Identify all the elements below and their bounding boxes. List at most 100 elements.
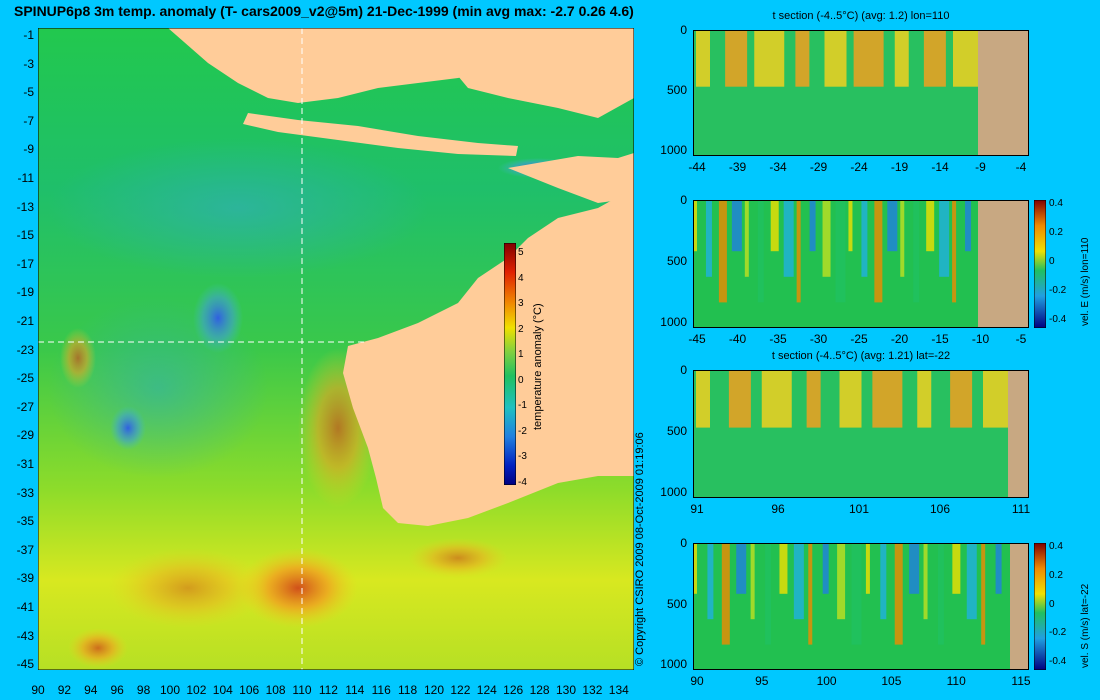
velocity-band <box>796 200 801 303</box>
panel-ytick-label: 0 <box>680 193 687 207</box>
velocity-band <box>952 543 961 594</box>
velocity-colorbar <box>1034 200 1046 328</box>
map-xtick-label: 116 <box>371 683 391 697</box>
warm-anomaly-band <box>696 30 710 87</box>
panel-xtick-label: -40 <box>728 332 747 346</box>
colorbar-tick-label: -1 <box>518 400 527 411</box>
map-xtick-label: 90 <box>31 683 45 697</box>
map-xtick-label: 92 <box>57 683 72 697</box>
velocity-band <box>861 200 868 277</box>
map-ytick-label: -39 <box>16 571 34 586</box>
velocity-band <box>750 543 755 620</box>
timor-landmass <box>508 153 634 203</box>
panel-xtick-label: -35 <box>769 332 787 346</box>
panel-ytick-label: 1000 <box>660 143 687 157</box>
velocity-band <box>770 200 779 252</box>
velocity-band <box>693 543 697 594</box>
velocity-band <box>793 543 804 620</box>
velocity-band <box>718 200 727 303</box>
panel-xtick-label: 105 <box>881 674 902 688</box>
colorbar-tick-label: 0 <box>518 374 524 386</box>
map-xtick-label: 100 <box>159 683 181 697</box>
colorbar-tick-label: 5 <box>518 247 524 258</box>
velocity-colorbar <box>1034 543 1046 670</box>
velocity-band <box>939 200 950 277</box>
map-ytick-label: -43 <box>16 628 34 643</box>
panel-ytick-label: 0 <box>680 536 687 550</box>
velocity-band <box>835 200 846 303</box>
map-xtick-label: 114 <box>345 683 365 697</box>
velocity-band <box>822 543 829 594</box>
colorbar-tick-label: 2 <box>518 323 524 335</box>
panel-xtick-label: -9 <box>975 160 986 174</box>
velocity-band <box>705 200 712 277</box>
velocity-band <box>874 200 883 303</box>
map-ytick-label: -23 <box>16 342 34 357</box>
velocity-band <box>995 543 1002 594</box>
warm-anomaly-band <box>824 30 847 87</box>
velocity-band <box>744 200 749 277</box>
panel-ytick-label: 1000 <box>660 485 687 499</box>
velocity-colorbar-tick: -0.4 <box>1049 314 1067 325</box>
velocity-band <box>757 200 764 303</box>
panel-ytick-label: 1000 <box>660 657 687 671</box>
panel-ytick-label: 1000 <box>660 315 687 329</box>
warm-anomaly-band <box>923 30 946 87</box>
section-plot <box>693 200 1029 328</box>
panel-title: t section (-4..5°C) (avg: 1.2) lon=110 <box>772 10 950 22</box>
map-ytick-label: -29 <box>16 428 34 443</box>
warm-anomaly-band <box>754 30 785 87</box>
map-xtick-label: 130 <box>555 683 577 697</box>
velocity-band <box>865 543 870 594</box>
panel-xtick-label: -4 <box>1015 160 1027 174</box>
velocity-band <box>721 543 730 645</box>
map-xtick-label: 104 <box>212 683 233 697</box>
velocity-band <box>937 543 944 645</box>
section-land <box>978 200 1029 328</box>
warm-anomaly-band <box>761 370 792 428</box>
borneo-landmass <box>418 28 634 118</box>
panel-xtick-label: 95 <box>755 674 769 688</box>
temperature-anomaly-map <box>38 28 634 670</box>
panel-xtick-label: -39 <box>728 160 747 174</box>
panel-xtick-label: -29 <box>809 160 828 174</box>
map-xtick-label: 102 <box>186 683 207 697</box>
colorbar-tick-label: 4 <box>518 272 524 284</box>
velocity-band <box>909 543 920 594</box>
velocity-band <box>880 543 887 620</box>
panel-xtick-label: -19 <box>890 160 909 174</box>
panel-xtick-label: -25 <box>850 332 868 346</box>
velocity-colorbar-tick: 0 <box>1049 256 1055 267</box>
colorbar-tick-label: -2 <box>518 425 527 437</box>
panel-xtick-label: -30 <box>809 332 828 346</box>
map-xtick-label: 110 <box>292 683 312 697</box>
velocity-band <box>731 200 742 252</box>
velocity-colorbar-tick: 0.2 <box>1049 569 1063 581</box>
colorbar-tick-label: 1 <box>518 349 524 360</box>
section-plot <box>693 30 1029 156</box>
panel-title: t section (-4..5°C) (avg: 1.21) lat=-22 <box>771 350 951 362</box>
velocity-band <box>851 543 862 645</box>
colorbar-tick-label: 3 <box>518 298 524 309</box>
panel-xtick-label: 111 <box>1011 502 1031 516</box>
map-xtick-label: 124 <box>476 683 497 697</box>
panel-ytick-label: 0 <box>680 363 687 377</box>
page-title: SPINUP6p8 3m temp. anomaly (T- cars2009_… <box>14 3 634 19</box>
panel-xtick-label: -14 <box>931 160 949 174</box>
map-ytick-label: -17 <box>16 256 34 271</box>
velocity-colorbar-tick: 0 <box>1049 598 1055 610</box>
warm-anomaly-band <box>728 370 751 428</box>
warm-anomaly-band <box>917 370 932 428</box>
section-land <box>978 30 1029 156</box>
map-ytick-label: -21 <box>16 314 34 328</box>
map-ytick-label: -27 <box>16 399 34 414</box>
panel-xtick-label: 96 <box>771 502 785 516</box>
panel-xtick-label: -15 <box>931 332 949 346</box>
velocity-band <box>887 200 898 252</box>
panel-xtick-label: -45 <box>688 332 706 346</box>
map-xtick-label: 122 <box>450 683 471 697</box>
velocity-band <box>736 543 747 594</box>
map-ytick-label: -35 <box>16 514 34 529</box>
warm-anomaly-band <box>806 370 821 428</box>
velocity-label: vel. E (m/s) lon=110 <box>1080 237 1091 326</box>
